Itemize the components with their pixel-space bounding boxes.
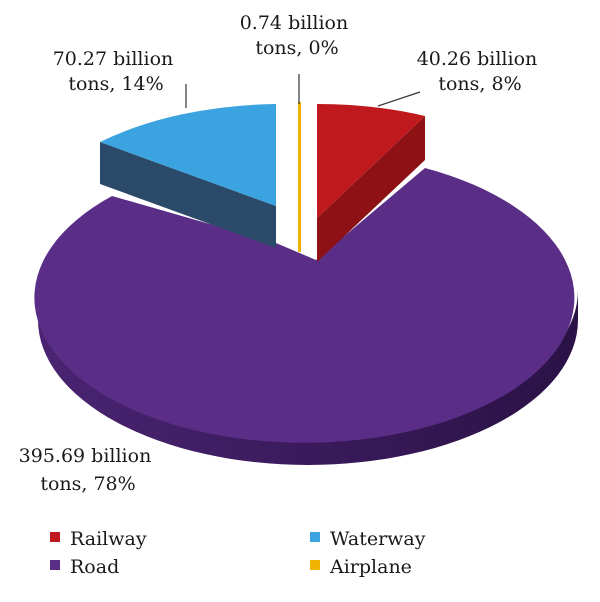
slice-waterway-side [100, 142, 276, 248]
data-label-waterway: 70.27 billion tons, 14% [53, 48, 180, 95]
slice-airplane [298, 102, 301, 252]
legend-swatch-road [50, 560, 60, 570]
leader-line-railway [377, 91, 421, 107]
legend: Railway Waterway Road Airplane [50, 528, 426, 578]
data-label-road: 395.69 billion tons, 78% [19, 445, 158, 495]
slice-road [34, 168, 575, 443]
slice-airplane-group [298, 102, 301, 252]
slice-waterway [100, 104, 276, 206]
slice-railway-side [317, 116, 425, 262]
legend-swatch-waterway [310, 532, 320, 542]
legend-label-airplane: Airplane [329, 556, 412, 578]
legend-swatch-railway [50, 532, 60, 542]
slice-waterway-group [100, 104, 276, 248]
slice-railway-group [317, 103, 425, 262]
slice-railway [317, 103, 425, 218]
data-label-airplane: 0.74 billion tons, 0% [240, 12, 355, 59]
legend-label-waterway: Waterway [330, 528, 426, 550]
legend-label-railway: Railway [70, 528, 147, 550]
legend-label-road: Road [70, 556, 119, 578]
legend-swatch-airplane [310, 560, 320, 570]
slice-road-group [34, 168, 578, 465]
data-label-railway: 40.26 billion tons, 8% [417, 48, 544, 95]
